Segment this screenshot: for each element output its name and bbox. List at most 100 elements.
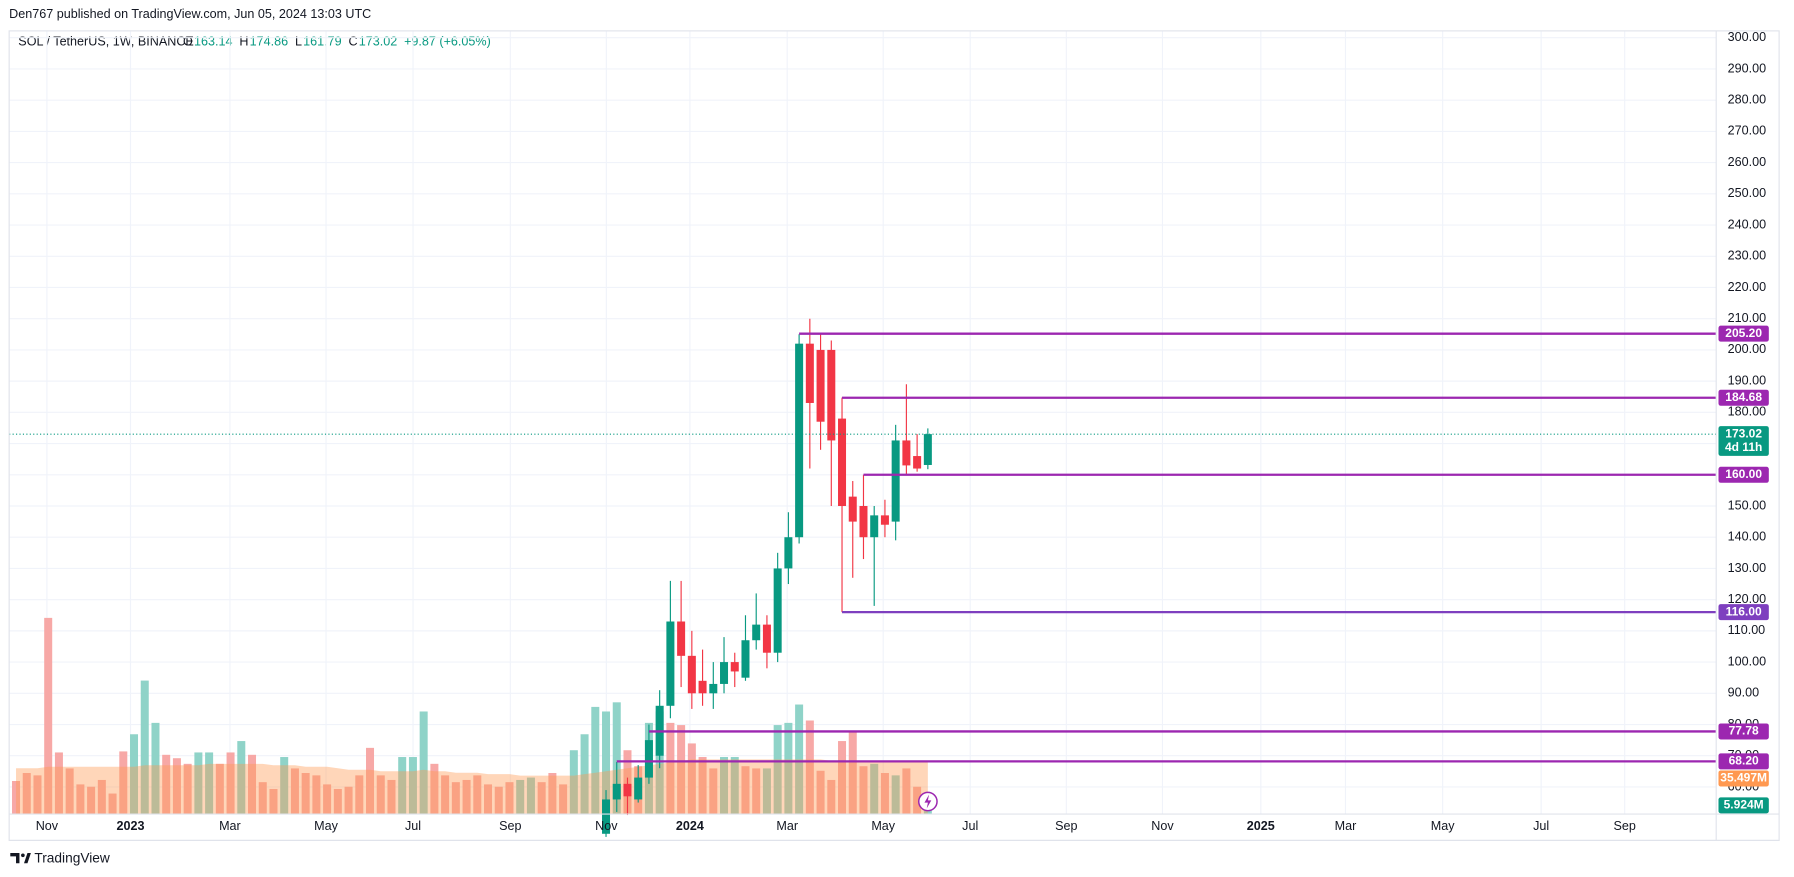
y-tick-label: 110.00	[1728, 623, 1766, 637]
volume-bar	[805, 720, 814, 815]
volume-ma-area	[16, 759, 928, 815]
x-tick-label: Sep	[1613, 819, 1635, 833]
volume-bar	[248, 754, 257, 815]
volume-bar	[237, 741, 246, 815]
candle-body	[805, 343, 814, 403]
y-tick-label: 270.00	[1728, 124, 1766, 138]
x-tick-label: Jul	[405, 819, 421, 833]
candle-body	[870, 515, 879, 538]
volume-bar	[462, 779, 471, 815]
y-tick-label: 250.00	[1728, 186, 1766, 200]
volume-label-bg	[1718, 797, 1769, 814]
price-label: 4d 11h	[1725, 440, 1762, 454]
candle-body	[795, 343, 804, 538]
volume-bar	[752, 768, 761, 815]
volume-label: 5.924M	[1724, 798, 1764, 812]
volume-bar	[398, 757, 407, 815]
published-line: Den767 published on TradingView.com, Jun…	[9, 7, 371, 21]
ohlc-value: 161.79	[303, 35, 341, 49]
volume-bar	[484, 784, 493, 815]
level-label-bg	[1718, 389, 1769, 406]
level-label: 160.00	[1725, 467, 1762, 481]
candle-body	[709, 683, 718, 694]
time-axis: Nov 2023 Mar May Jul Sep Nov 2024 Mar May Jul Sep No…	[36, 819, 1636, 833]
candle-body	[698, 680, 707, 694]
x-tick-label: Mar	[1335, 819, 1357, 833]
volume-bar	[97, 779, 106, 815]
candle-body	[634, 777, 643, 800]
volume-bar	[76, 784, 85, 815]
volume-bar	[913, 786, 922, 815]
y-tick-label: 290.00	[1728, 61, 1766, 75]
candle-body	[784, 537, 793, 569]
y-tick-label: 240.00	[1728, 217, 1766, 231]
candle-body	[891, 440, 900, 522]
volume-bar	[677, 725, 686, 815]
y-tick-label: 200.00	[1728, 342, 1766, 356]
volume-bar	[591, 706, 600, 815]
volume-bar	[580, 734, 589, 815]
volume-bar	[333, 788, 342, 815]
lightning-icon	[917, 791, 938, 812]
candle-body	[602, 799, 611, 834]
y-tick-label: 280.00	[1728, 93, 1766, 107]
volume-bar	[140, 680, 149, 815]
x-tick-label: Nov	[595, 819, 618, 833]
volume-bar	[730, 757, 739, 815]
volume-bar	[526, 777, 535, 815]
x-tick-label: 2023	[116, 819, 144, 833]
candle-body	[730, 662, 739, 672]
volume-bar	[355, 775, 364, 815]
volume-bar	[880, 773, 889, 815]
volume-bar	[205, 752, 214, 815]
candle-body	[762, 624, 771, 653]
ohlc-value: 163.14	[194, 35, 232, 49]
x-tick-label: Jul	[1533, 819, 1549, 833]
candle-body	[666, 621, 675, 706]
x-tick-label: May	[314, 819, 338, 833]
y-tick-label: 140.00	[1728, 530, 1766, 544]
volume-ma-label-bg	[1718, 770, 1769, 787]
candle-body	[827, 349, 836, 441]
x-tick-label: Nov	[36, 819, 59, 833]
candle-body	[848, 496, 857, 522]
level-label: 116.00	[1726, 604, 1762, 618]
volume-bar	[698, 757, 707, 815]
x-tick-label: Sep	[499, 819, 521, 833]
volume-bar	[441, 775, 450, 815]
volume-bar	[194, 752, 203, 815]
x-tick-label: Jul	[962, 819, 978, 833]
volume-bar	[344, 786, 353, 815]
level-label: 77.78	[1729, 724, 1759, 738]
volume-bar	[108, 793, 117, 815]
volume-bar	[215, 763, 224, 815]
y-tick-label: 220.00	[1728, 280, 1766, 294]
y-tick-label: 130.00	[1728, 561, 1766, 575]
volume-bar	[548, 773, 557, 815]
ohlc-key: L	[295, 35, 302, 49]
levels	[9, 332, 1717, 763]
candle-body	[859, 505, 868, 538]
volume-bar	[741, 766, 750, 815]
ohlc-key: H	[239, 35, 248, 49]
level-label: 68.20	[1729, 754, 1759, 768]
volume-bar	[687, 743, 696, 815]
volume-bar	[280, 757, 289, 815]
level-label-bg	[1718, 753, 1769, 770]
volume-bar	[387, 779, 396, 815]
volume-bar	[312, 775, 321, 815]
volume-bar	[709, 768, 718, 815]
volume-bar	[151, 722, 160, 815]
volume-bar	[12, 780, 21, 815]
x-tick-label: May	[871, 819, 895, 833]
volume-bar	[408, 757, 417, 815]
level-label: 205.20	[1725, 326, 1762, 340]
volume-bar	[22, 773, 31, 815]
volume-bar	[183, 763, 192, 815]
level-label-bg	[1718, 466, 1769, 483]
x-tick-label: Nov	[1151, 819, 1174, 833]
y-tick-label: 210.00	[1728, 311, 1766, 325]
volume-bar	[172, 758, 181, 815]
